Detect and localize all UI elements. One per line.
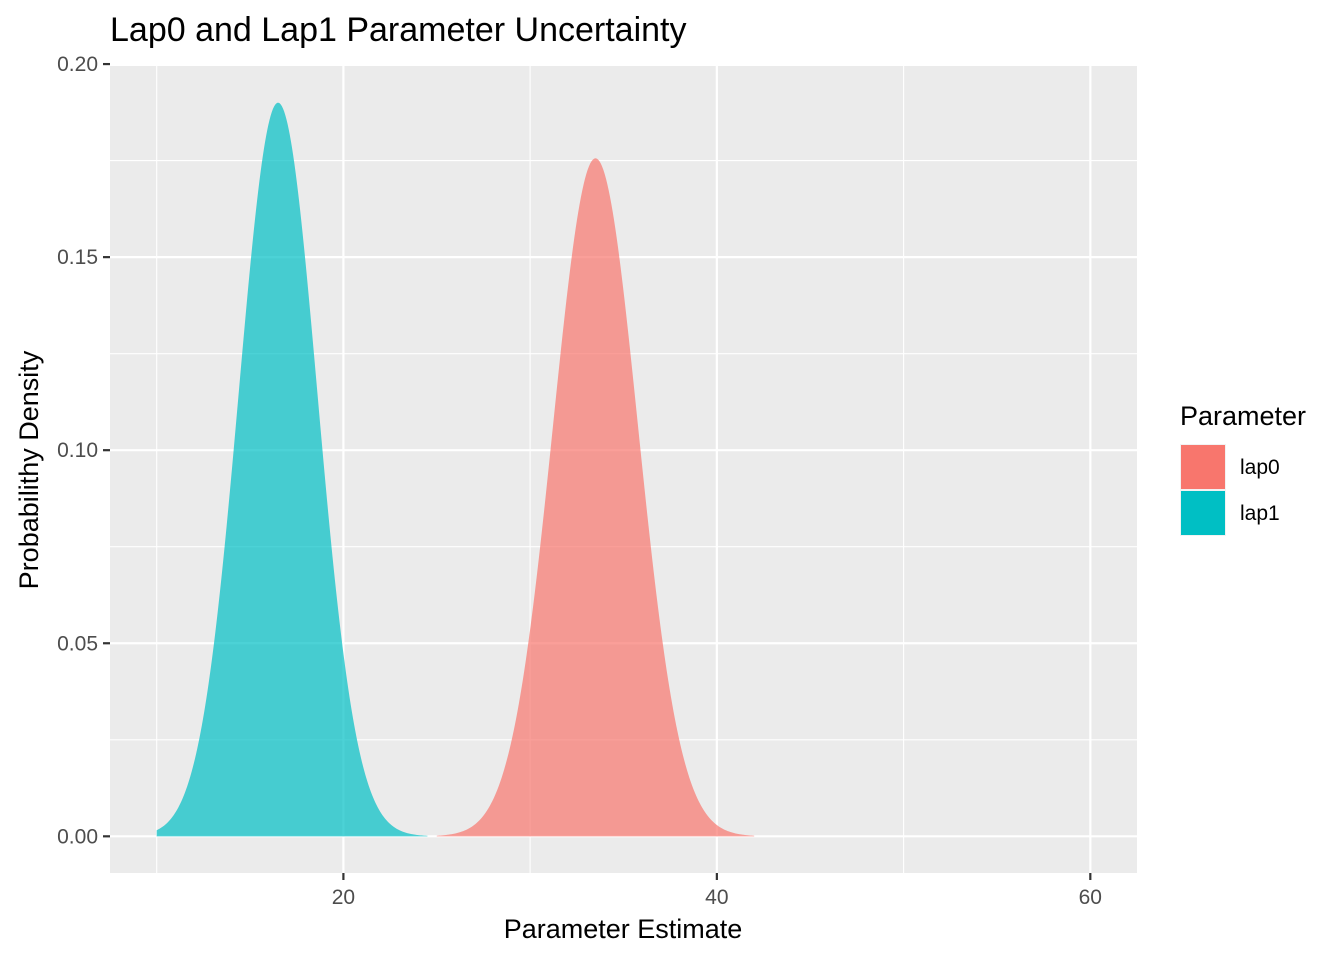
x-tick-label: 40 — [705, 886, 728, 909]
legend-swatch-lap1 — [1181, 491, 1225, 535]
y-tick-label: 0.20 — [57, 53, 98, 76]
chart-title: Lap0 and Lap1 Parameter Uncertainty — [110, 11, 686, 49]
legend-label-lap0: lap0 — [1240, 456, 1280, 479]
y-tick-label: 0.10 — [57, 439, 98, 462]
legend: Parameter lap0 lap1 — [1180, 401, 1306, 536]
y-axis: 0.00 0.05 0.10 0.15 0.20 — [57, 53, 110, 848]
legend-title: Parameter — [1180, 401, 1306, 431]
legend-swatch-lap0 — [1181, 445, 1225, 489]
y-tick-label: 0.00 — [57, 825, 98, 848]
x-axis-title: Parameter Estimate — [504, 914, 743, 944]
y-tick-label: 0.05 — [57, 632, 98, 655]
x-tick-label: 60 — [1079, 886, 1102, 909]
y-axis-title: Probabilithy Density — [14, 350, 44, 589]
y-tick-label: 0.15 — [57, 246, 98, 269]
x-axis: 20 40 60 — [332, 873, 1102, 909]
density-area-lap0 — [436, 158, 755, 837]
density-areas — [156, 102, 755, 837]
legend-label-lap1: lap1 — [1240, 502, 1280, 525]
x-tick-label: 20 — [332, 886, 355, 909]
density-area-lap1 — [156, 102, 428, 837]
